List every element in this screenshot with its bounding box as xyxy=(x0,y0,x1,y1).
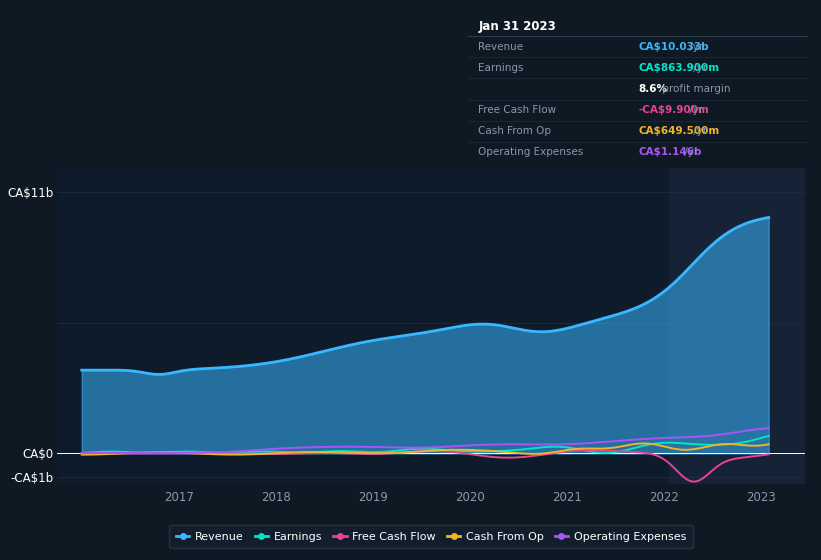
Text: Free Cash Flow: Free Cash Flow xyxy=(478,105,557,115)
Text: Revenue: Revenue xyxy=(478,41,523,52)
Text: /yr: /yr xyxy=(686,105,703,115)
Text: /yr: /yr xyxy=(686,41,703,52)
Text: CA$649.500m: CA$649.500m xyxy=(638,127,719,136)
Bar xyxy=(669,168,805,484)
Text: Operating Expenses: Operating Expenses xyxy=(478,147,584,157)
Text: /yr: /yr xyxy=(681,147,699,157)
Text: Jan 31 2023: Jan 31 2023 xyxy=(478,20,556,33)
Text: 8.6%: 8.6% xyxy=(638,84,667,94)
Text: Earnings: Earnings xyxy=(478,63,524,73)
Text: /yr: /yr xyxy=(690,63,707,73)
Text: CA$1.146b: CA$1.146b xyxy=(638,147,701,157)
Text: /yr: /yr xyxy=(690,127,707,136)
Text: profit margin: profit margin xyxy=(659,84,731,94)
Text: CA$10.033b: CA$10.033b xyxy=(638,41,709,52)
Legend: Revenue, Earnings, Free Cash Flow, Cash From Op, Operating Expenses: Revenue, Earnings, Free Cash Flow, Cash … xyxy=(169,525,693,548)
Text: Cash From Op: Cash From Op xyxy=(478,127,551,136)
Text: CA$863.900m: CA$863.900m xyxy=(638,63,719,73)
Text: -CA$9.900m: -CA$9.900m xyxy=(638,105,709,115)
